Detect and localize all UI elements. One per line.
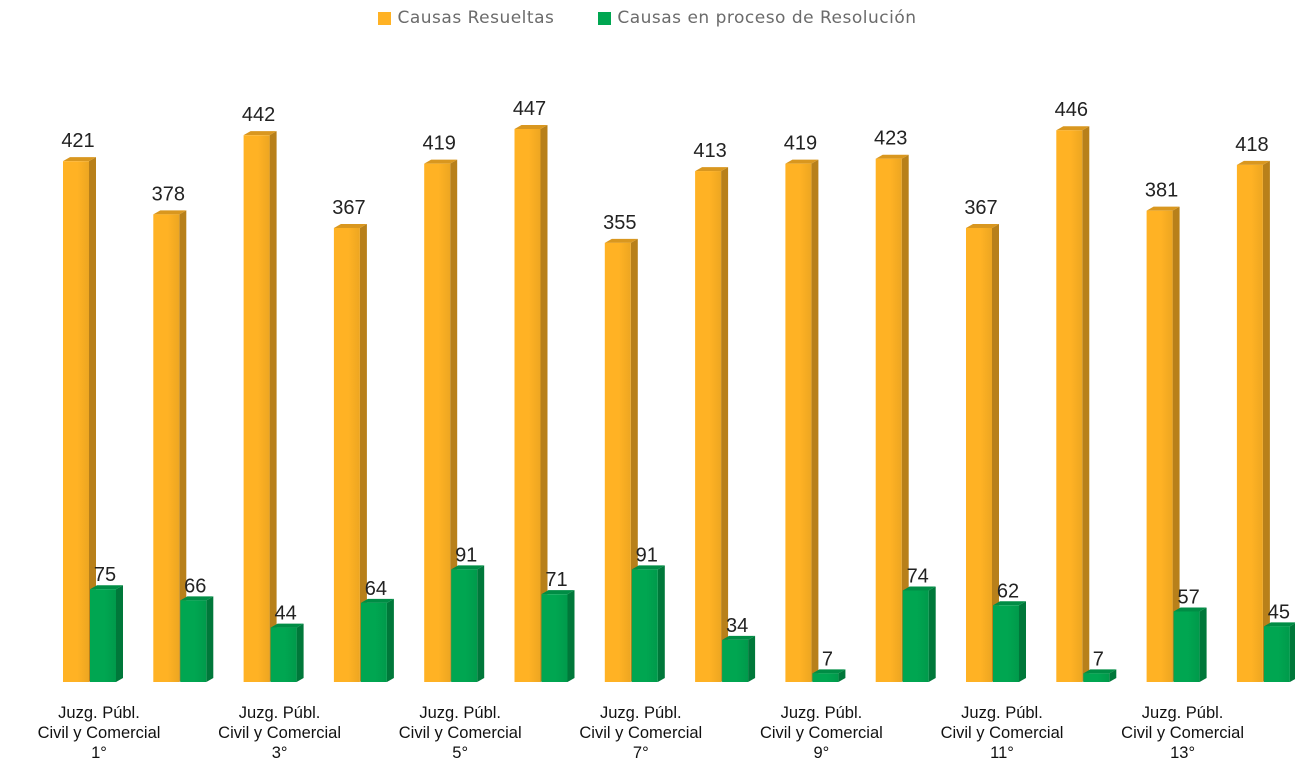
category-label-7: Juzg. Públ. Civil y Comercial 7° bbox=[579, 704, 702, 762]
value-label-en-proceso-11: 62 bbox=[997, 580, 1019, 602]
value-label-en-proceso-2: 66 bbox=[184, 575, 206, 597]
value-label-en-proceso-3: 44 bbox=[274, 603, 296, 625]
value-label-resueltas-13: 381 bbox=[1145, 180, 1178, 202]
bar-en-proceso-10 bbox=[902, 586, 936, 682]
value-label-resueltas-10: 423 bbox=[874, 128, 907, 150]
value-label-en-proceso-14: 45 bbox=[1268, 601, 1290, 623]
legend-item-en-proceso: Causas en proceso de Resolución bbox=[598, 8, 916, 28]
bar-en-proceso-9 bbox=[812, 669, 846, 682]
bar-resueltas-2 bbox=[153, 210, 187, 682]
value-label-resueltas-9: 419 bbox=[784, 133, 817, 155]
category-label-1: Juzg. Públ. Civil y Comercial 1° bbox=[38, 704, 161, 762]
bar-resueltas-4 bbox=[333, 223, 367, 682]
value-label-en-proceso-13: 57 bbox=[1177, 586, 1199, 608]
bar-en-proceso-2 bbox=[180, 596, 214, 682]
value-label-en-proceso-6: 71 bbox=[545, 569, 567, 591]
category-label-3: Juzg. Públ. Civil y Comercial 3° bbox=[218, 704, 341, 762]
bar-resueltas-5 bbox=[424, 159, 458, 682]
value-label-resueltas-5: 419 bbox=[423, 133, 456, 155]
legend-swatch-resueltas bbox=[378, 11, 392, 25]
value-label-en-proceso-12: 7 bbox=[1093, 648, 1104, 670]
bar-resueltas-12 bbox=[1056, 126, 1090, 683]
bar-resueltas-11 bbox=[966, 223, 999, 682]
bar-en-proceso-13 bbox=[1173, 607, 1207, 682]
bar-en-proceso-5 bbox=[451, 565, 485, 682]
bar-resueltas-9 bbox=[785, 159, 819, 682]
value-label-resueltas-12: 446 bbox=[1055, 99, 1088, 121]
bar-resueltas-10 bbox=[875, 154, 909, 682]
category-label-5: Juzg. Públ. Civil y Comercial 5° bbox=[399, 704, 522, 762]
bar-resueltas-8 bbox=[695, 167, 729, 683]
value-label-en-proceso-10: 74 bbox=[907, 565, 929, 587]
legend-swatch-en-proceso bbox=[598, 11, 612, 25]
bar-en-proceso-4 bbox=[360, 598, 394, 682]
value-label-en-proceso-7: 91 bbox=[636, 544, 658, 566]
bar-en-proceso-12 bbox=[1083, 669, 1117, 682]
value-label-resueltas-1: 421 bbox=[61, 130, 94, 152]
bar-en-proceso-3 bbox=[270, 623, 304, 682]
value-label-resueltas-14: 418 bbox=[1235, 134, 1268, 156]
legend-label-resueltas: Causas Resueltas bbox=[397, 8, 555, 28]
legend-item-resueltas: Causas Resueltas bbox=[378, 8, 554, 28]
category-label-11: Juzg. Públ. Civil y Comercial 11° bbox=[941, 704, 1064, 762]
value-label-en-proceso-5: 91 bbox=[455, 544, 477, 566]
bar-resueltas-1 bbox=[63, 157, 96, 683]
value-label-resueltas-11: 367 bbox=[964, 197, 997, 219]
bar-resueltas-6 bbox=[514, 125, 548, 682]
value-label-resueltas-7: 355 bbox=[603, 212, 636, 234]
value-label-en-proceso-1: 75 bbox=[94, 564, 116, 586]
value-label-resueltas-3: 442 bbox=[242, 104, 275, 126]
bar-resueltas-13 bbox=[1146, 206, 1180, 682]
bar-resueltas-14 bbox=[1236, 160, 1270, 682]
bar-en-proceso-14 bbox=[1263, 622, 1295, 682]
value-label-en-proceso-4: 64 bbox=[365, 578, 387, 600]
category-label-9: Juzg. Públ. Civil y Comercial 9° bbox=[760, 704, 883, 762]
category-label-13: Juzg. Públ. Civil y Comercial 13° bbox=[1121, 704, 1244, 762]
bar-en-proceso-7 bbox=[631, 565, 665, 682]
value-label-en-proceso-8: 34 bbox=[726, 615, 748, 637]
bar-en-proceso-11 bbox=[993, 601, 1026, 682]
value-label-en-proceso-9: 7 bbox=[822, 648, 833, 670]
legend: Causas Resueltas Causas en proceso de Re… bbox=[0, 8, 1295, 28]
legend-label-en-proceso: Causas en proceso de Resolución bbox=[617, 8, 917, 28]
value-label-resueltas-6: 447 bbox=[513, 98, 546, 120]
bar-en-proceso-6 bbox=[541, 590, 575, 682]
value-label-resueltas-8: 413 bbox=[693, 140, 726, 162]
bar-resueltas-3 bbox=[243, 131, 277, 683]
bar-en-proceso-8 bbox=[722, 635, 756, 682]
bar-en-proceso-1 bbox=[90, 585, 123, 682]
value-label-resueltas-2: 378 bbox=[152, 183, 185, 205]
value-label-resueltas-4: 367 bbox=[332, 197, 365, 219]
